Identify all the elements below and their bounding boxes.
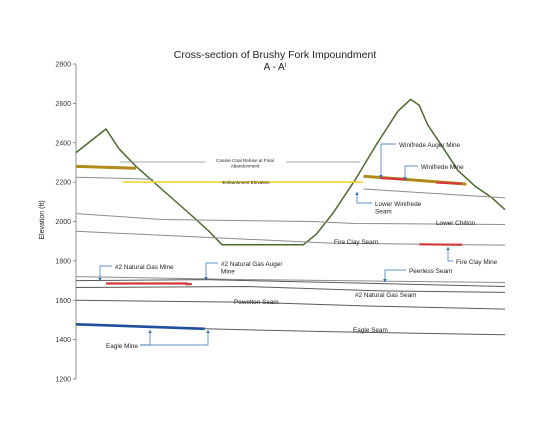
mine-mark-eagle-mine bbox=[75, 322, 205, 331]
series-fire-clay-seam bbox=[75, 230, 506, 246]
series-coarse-coal-refuse-at-final-abandonment bbox=[75, 164, 137, 170]
mine-marks bbox=[75, 177, 463, 331]
annotation-ng-seam: #2 Natural Gas Seam bbox=[355, 292, 416, 299]
y-tick-label: 1800 bbox=[55, 258, 71, 265]
series-ground-surface bbox=[75, 98, 506, 246]
annotation-winifrede-mine: Winifrede Mine bbox=[421, 164, 464, 171]
annotation-fire-clay-seam: Fire Clay Seam bbox=[334, 239, 378, 246]
series-seam bbox=[75, 276, 506, 283]
annotation-fire-clay-mine: Fire Clay Mine bbox=[456, 259, 498, 266]
annotation-coal-refuse-line: Abandonment bbox=[231, 164, 260, 169]
annotation-winifrede-mine-line: Winifrede Mine bbox=[421, 164, 464, 171]
annotation-powelton: Powelton Seam bbox=[234, 299, 279, 306]
y-axis: 1200 1400 1600 1800 2000 2200 2400 2600 2800 bbox=[55, 62, 77, 384]
annotation-ng-mine: #2 Natural Gas Mine bbox=[115, 264, 174, 271]
leader-fire-clay-mine-arrow bbox=[446, 247, 450, 250]
annotation-embankment: Embankment Elevation bbox=[222, 180, 270, 185]
leader-ng-auger bbox=[205, 262, 218, 280]
y-tick-label: 2000 bbox=[55, 219, 71, 226]
annotation-eagle-mine-line: Eagle Mine bbox=[106, 343, 138, 350]
y-tick-label: 2200 bbox=[55, 180, 71, 187]
annotation-lower-chilton: Lower Chilton bbox=[436, 220, 476, 227]
series-upper-seam bbox=[75, 176, 154, 180]
chart-subtitle-superscript: I bbox=[285, 63, 287, 69]
annotations: Coarse Coal Refuse at Final Abandonment Em… bbox=[106, 142, 498, 350]
annotation-winifrede-auger-line: Winifrede Auger Mine bbox=[399, 142, 461, 149]
series-powelton-seam bbox=[75, 299, 506, 310]
annotation-peerless-line: Peerless Seam bbox=[409, 268, 452, 275]
leader-lower-winifrede-arrow bbox=[355, 192, 359, 195]
leader-eagle-mine-2 bbox=[140, 330, 151, 346]
y-tick-label: 1200 bbox=[55, 377, 71, 384]
annotation-ng-auger: #2 Natural Gas Auger Mine bbox=[221, 261, 283, 276]
y-tick-label: 2800 bbox=[55, 62, 71, 69]
leader-winifrede-auger bbox=[380, 143, 396, 178]
annotation-coal-refuse: Coarse Coal Refuse at Final Abandonment bbox=[216, 158, 274, 169]
leader-winifrede-mine bbox=[404, 165, 418, 180]
annotation-ng-auger-line: #2 Natural Gas Auger bbox=[221, 261, 283, 268]
annotation-ng-seam-line: #2 Natural Gas Seam bbox=[355, 292, 416, 299]
mine-mark-winifrede-auger-mine bbox=[380, 177, 407, 181]
leader-ng-mine-arrow bbox=[98, 278, 102, 281]
leader-eagle-mine bbox=[140, 330, 209, 346]
annotation-leaders bbox=[98, 143, 453, 346]
y-tick-label: 2600 bbox=[55, 101, 71, 108]
chart-title: Cross-section of Brushy Fork Impoundment bbox=[174, 49, 377, 61]
leader-lower-winifrede bbox=[356, 192, 372, 204]
annotation-eagle-mine: Eagle Mine bbox=[106, 343, 138, 350]
series-peerless-seam bbox=[75, 279, 506, 287]
leader-peerless-arrow bbox=[383, 279, 387, 282]
annotation-coal-refuse-line: Coarse Coal Refuse at Final bbox=[216, 158, 274, 163]
annotation-winifrede-auger: Winifrede Auger Mine bbox=[399, 142, 461, 149]
annotation-fire-clay-seam-line: Fire Clay Seam bbox=[334, 239, 378, 246]
annotation-fire-clay-mine-line: Fire Clay Mine bbox=[456, 259, 498, 266]
series-lower-winifrede-seam bbox=[363, 188, 506, 199]
annotation-lower-winifrede-line: Seam bbox=[375, 209, 392, 216]
y-axis-label: Elevation (ft) bbox=[39, 200, 46, 239]
annotation-eagle-seam: Eagle Seam bbox=[353, 327, 388, 334]
leader-eagle-mine-2-arrow bbox=[148, 330, 152, 333]
leader-ng-mine bbox=[99, 265, 112, 281]
leader-peerless bbox=[384, 269, 406, 282]
annotation-embankment-line: Embankment Elevation bbox=[222, 180, 270, 185]
chart-subtitle-text: A - A bbox=[264, 62, 285, 73]
annotation-eagle-seam-line: Eagle Seam bbox=[353, 327, 388, 334]
annotation-lower-winifrede: Lower Winifrede Seam bbox=[375, 201, 422, 216]
y-tick-label: 1600 bbox=[55, 298, 71, 305]
leader-fire-clay-mine bbox=[447, 247, 453, 262]
plot-lines bbox=[75, 98, 506, 336]
leader-winifrede-mine-arrow bbox=[403, 177, 407, 180]
annotation-powelton-line: Powelton Seam bbox=[234, 299, 279, 306]
mine-mark-winifrede-mine bbox=[436, 181, 463, 185]
series-2-natural-gas-seam bbox=[75, 286, 506, 293]
annotation-lower-chilton-line: Lower Chilton bbox=[436, 220, 476, 227]
annotation-ng-mine-line: #2 Natural Gas Mine bbox=[115, 264, 174, 271]
chart-subtitle: A - AI bbox=[264, 62, 287, 73]
leader-ng-auger-arrow bbox=[204, 277, 208, 280]
annotation-peerless: Peerless Seam bbox=[409, 268, 452, 275]
leader-eagle-mine-arrow bbox=[206, 330, 210, 333]
series-lower-chilton bbox=[75, 213, 506, 225]
y-tick-label: 1400 bbox=[55, 337, 71, 344]
y-tick-label: 2400 bbox=[55, 140, 71, 147]
leader-winifrede-auger-arrow bbox=[379, 175, 383, 178]
annotation-lower-winifrede-line: Lower Winifrede bbox=[375, 201, 422, 208]
annotation-ng-auger-line: Mine bbox=[221, 269, 235, 276]
